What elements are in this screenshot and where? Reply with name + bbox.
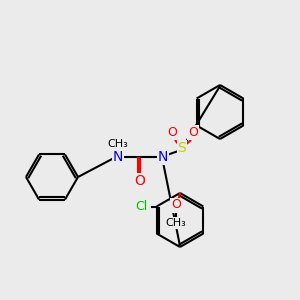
- Text: CH₃: CH₃: [166, 218, 186, 228]
- Text: O: O: [171, 199, 181, 212]
- Text: Cl: Cl: [136, 200, 148, 213]
- Text: N: N: [113, 150, 123, 164]
- Text: S: S: [178, 141, 186, 155]
- Text: O: O: [167, 125, 177, 139]
- Text: N: N: [158, 150, 168, 164]
- Text: O: O: [135, 174, 146, 188]
- Text: O: O: [188, 125, 198, 139]
- Text: CH₃: CH₃: [108, 139, 128, 149]
